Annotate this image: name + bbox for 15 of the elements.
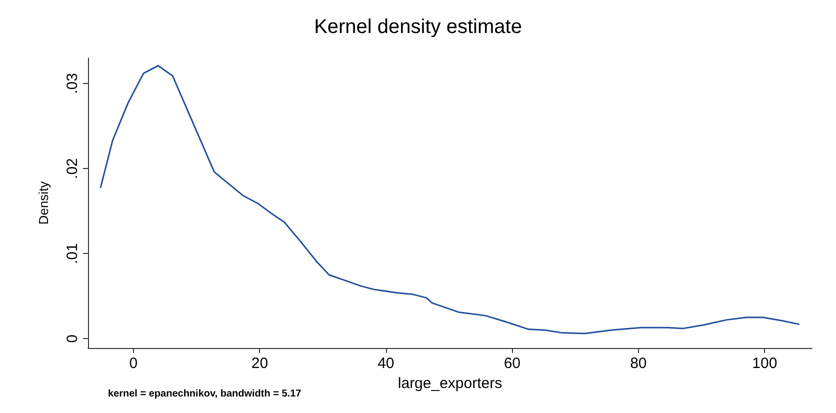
x-tick-label: 20 [251, 355, 268, 372]
x-axis-title: large_exporters [398, 375, 502, 392]
x-tick-label: 0 [129, 355, 138, 372]
x-tick-label: 80 [630, 355, 647, 372]
y-tick-label: .02 [64, 158, 81, 179]
y-tick-label: 0 [64, 334, 81, 343]
y-tick-label: .01 [64, 243, 81, 264]
x-tick-label: 40 [378, 355, 394, 372]
x-tick-label: 60 [504, 355, 521, 372]
y-tick-label: .03 [64, 73, 81, 94]
y-axis-title: Density [36, 180, 51, 225]
chart-title: Kernel density estimate [314, 16, 522, 38]
x-tick-label: 100 [752, 355, 778, 372]
line-series [100, 64, 800, 334]
text: kernel = epanechnikov, bandwidth = 5.17 [108, 388, 302, 400]
